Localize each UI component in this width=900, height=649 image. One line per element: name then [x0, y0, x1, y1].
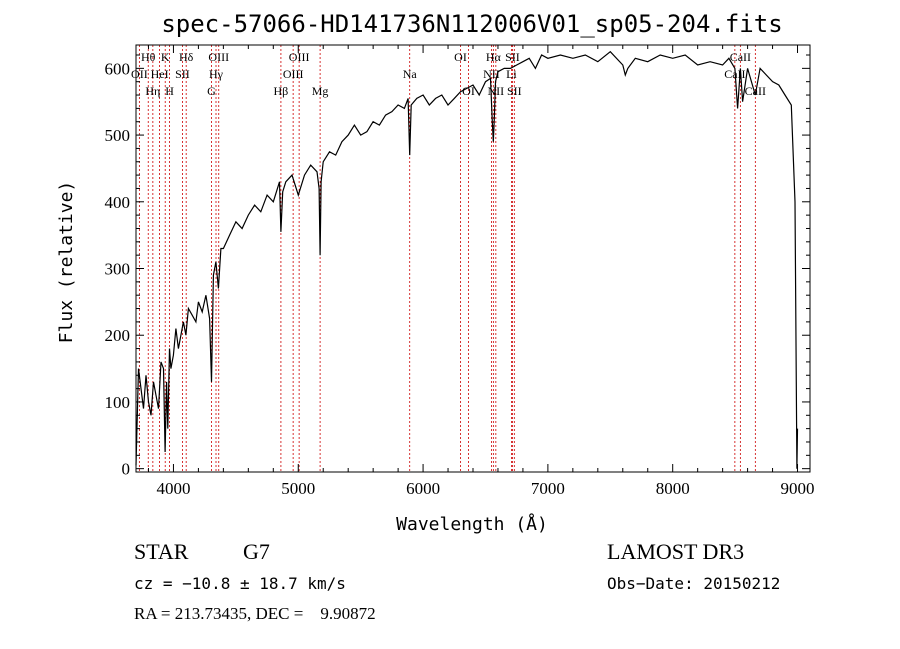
- line-marker-label: Hα: [486, 50, 502, 64]
- line-marker-label: Hθ: [141, 50, 156, 64]
- x-tick-label: 5000: [281, 479, 315, 498]
- line-marker-label: Mg: [312, 84, 329, 98]
- x-axis: 4000 5000 6000 7000 8000 9000: [147, 45, 815, 498]
- line-marker-label: Li: [506, 67, 517, 81]
- line-marker-label: SII: [175, 67, 190, 81]
- y-tick-label: 500: [105, 126, 131, 145]
- line-marker-label: Hδ: [179, 50, 194, 64]
- x-tick-label: 9000: [781, 479, 815, 498]
- x-axis-title: Wavelength (Å): [396, 513, 548, 535]
- y-tick-label: 600: [105, 59, 131, 78]
- line-marker-label: SII: [505, 50, 520, 64]
- line-marker-label: OI: [454, 50, 467, 64]
- line-marker-label: Hβ: [274, 84, 289, 98]
- line-marker-label: CaII: [730, 50, 751, 64]
- line-marker-label: Hη: [145, 84, 160, 98]
- line-marker-labels: OIIHθHηHeIKHSIIHδGHγOIIIHβOIIIOIIIMgNaOI…: [131, 50, 766, 98]
- y-tick-label: 400: [105, 193, 131, 212]
- y-axis: 0 100 200 300 400 500 600: [105, 54, 810, 479]
- obs-date-label: Obs−Date: 20150212: [607, 574, 780, 593]
- y-axis-title: Flux (relative): [56, 181, 77, 344]
- line-marker-label: Hγ: [209, 67, 224, 81]
- y-tick-label: 100: [105, 393, 131, 412]
- line-markers: [138, 45, 756, 472]
- x-tick-label: 6000: [406, 479, 440, 498]
- line-marker-label: OIII: [283, 67, 304, 81]
- object-type-label: STAR: [134, 539, 189, 564]
- spectrum-line: [135, 50, 799, 469]
- y-tick-label: 0: [122, 460, 131, 479]
- line-marker-label: NII: [483, 67, 500, 81]
- x-tick-label: 7000: [531, 479, 565, 498]
- line-marker-label: SII: [507, 84, 522, 98]
- line-marker-label: Na: [403, 67, 418, 81]
- survey-label: LAMOST DR3: [607, 539, 744, 564]
- redshift-label: cz = −10.8 ± 18.7 km/s: [134, 574, 346, 593]
- plot-frame: [135, 44, 811, 473]
- subclass-label: G7: [243, 539, 270, 564]
- line-marker-label: H: [165, 84, 174, 98]
- line-marker-label: OI: [462, 84, 475, 98]
- line-marker-label: K: [161, 50, 170, 64]
- line-marker-label: CaII: [745, 84, 766, 98]
- x-tick-label: 4000: [156, 479, 190, 498]
- y-tick-label: 300: [105, 260, 131, 279]
- coordinates-label: RA = 213.73435, DEC = 9.90872: [134, 604, 376, 623]
- y-tick-label: 200: [105, 326, 131, 345]
- line-marker-label: OIII: [289, 50, 310, 64]
- line-marker-label: OIII: [208, 50, 229, 64]
- x-tick-label: 8000: [656, 479, 690, 498]
- line-marker-label: HeI: [151, 67, 169, 81]
- line-marker-label: OII: [131, 67, 148, 81]
- line-marker-label: G: [207, 84, 216, 98]
- chart-title: spec-57066-HD141736N112006V01_sp05-204.f…: [161, 10, 782, 38]
